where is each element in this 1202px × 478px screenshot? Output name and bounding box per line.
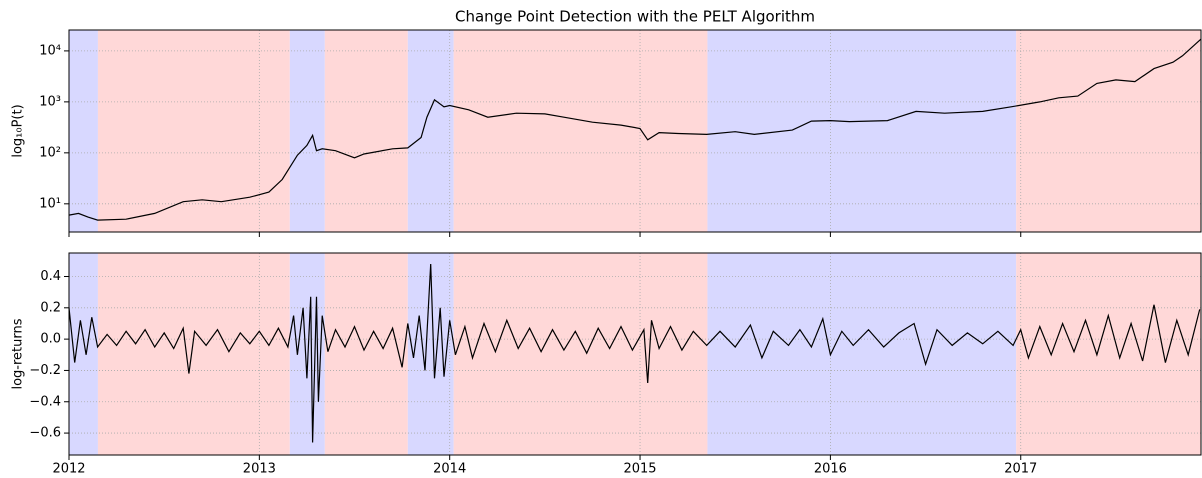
y-tick-label: 0.4 bbox=[40, 269, 61, 284]
y-tick-label: −0.6 bbox=[29, 426, 61, 441]
regime-span bbox=[453, 30, 708, 232]
regime-span bbox=[1016, 253, 1201, 455]
regime-span bbox=[97, 30, 290, 232]
y-tick-label: 10³ bbox=[39, 94, 61, 109]
regime-span bbox=[289, 30, 325, 232]
y-tick-label: 10² bbox=[39, 145, 61, 160]
regime-span bbox=[324, 30, 408, 232]
regime-span bbox=[69, 30, 98, 232]
y-tick-label: 0.0 bbox=[40, 332, 61, 347]
data-line bbox=[68, 263, 1201, 443]
regime-span bbox=[97, 253, 290, 455]
y-tick-label: 10¹ bbox=[39, 196, 61, 211]
chart-title: Change Point Detection with the PELT Alg… bbox=[455, 8, 815, 26]
y-tick-label: 10⁴ bbox=[39, 43, 61, 58]
regime-span bbox=[407, 30, 454, 232]
data-line bbox=[68, 38, 1202, 221]
x-tick-label: 2017 bbox=[1004, 462, 1037, 477]
x-tick-label: 2014 bbox=[433, 462, 466, 477]
regime-span bbox=[453, 253, 708, 455]
regime-span bbox=[707, 30, 1017, 232]
x-tick-label: 2012 bbox=[52, 462, 85, 477]
x-tick-label: 2015 bbox=[623, 462, 656, 477]
axes-frame bbox=[68, 29, 1202, 233]
regime-span bbox=[1016, 30, 1201, 232]
x-tick-label: 2013 bbox=[243, 462, 276, 477]
x-tick-label: 2016 bbox=[814, 462, 847, 477]
y-axis-label: log₁₀P(t) bbox=[11, 104, 26, 157]
y-tick-label: 0.2 bbox=[40, 300, 61, 315]
y-axis-label: log-returns bbox=[11, 318, 26, 389]
y-tick-label: −0.4 bbox=[29, 394, 61, 409]
regime-span bbox=[324, 253, 408, 455]
axes-frame bbox=[68, 252, 1202, 456]
y-tick-label: −0.2 bbox=[29, 363, 61, 378]
regime-span bbox=[707, 253, 1017, 455]
regime-span bbox=[289, 253, 325, 455]
